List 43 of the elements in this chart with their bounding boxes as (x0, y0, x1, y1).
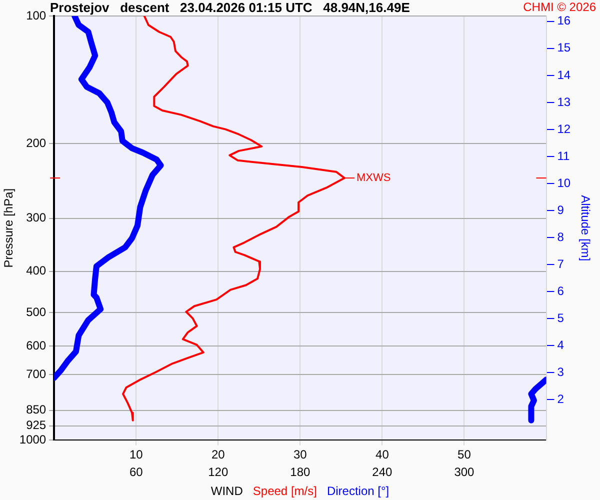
annotation: MXWS (356, 172, 391, 184)
y-tick-label: 600 (26, 338, 46, 352)
x2-tick-label: 60 (129, 465, 144, 480)
x2-tick-label: 180 (290, 465, 311, 480)
y2-axis-title: Altitude [km] (578, 195, 592, 262)
chart-title: Prostejov descent 23.04.2026 01:15 UTC 48.94N,16.49E (50, 0, 410, 15)
y-tick-label: 925 (26, 418, 46, 432)
y-tick-label: 700 (26, 366, 46, 381)
y-axis-title: Pressure [hPa] (2, 188, 16, 268)
y-tick-label: 500 (26, 304, 46, 319)
y2-tick-label: 14 (557, 68, 571, 82)
x-tick-label: 20 (211, 448, 226, 462)
x-tick-label: 40 (376, 448, 390, 462)
x2-tick-label: 240 (372, 465, 393, 480)
x-tick-label: 30 (293, 448, 308, 462)
y-tick-label: 850 (26, 402, 46, 417)
text: CHMI © 2026 (523, 0, 596, 14)
y2-tick-label: 7 (557, 256, 564, 271)
x-tick-label: 10 (129, 448, 144, 462)
y2-tick-label: 4 (557, 338, 564, 352)
y2-tick-label: 13 (557, 94, 571, 109)
y-tick-label: 300 (26, 210, 46, 225)
y2-tick-label: 16 (557, 14, 571, 28)
y-tick-label: 400 (26, 264, 46, 278)
y2-tick-label: 5 (557, 310, 564, 325)
x2-tick-label: 300 (454, 465, 475, 480)
text: Speed [m/s] (252, 484, 317, 498)
x-tick-label: 50 (458, 448, 472, 462)
y2-tick-label: 6 (557, 284, 564, 298)
y2-tick-label: 12 (557, 122, 571, 136)
y-tick-label: 1000 (19, 432, 46, 447)
x-axis-title: WIND (210, 484, 243, 498)
y2-tick-label: 11 (557, 148, 570, 163)
y2-tick-label: 10 (557, 176, 571, 190)
y2-tick-label: 2 (557, 392, 564, 406)
y2-tick-label: 8 (557, 230, 564, 244)
x2-tick-label: 120 (208, 465, 228, 480)
y-tick-label: 100 (26, 8, 46, 22)
y2-tick-label: 9 (557, 202, 564, 217)
y2-tick-label: 15 (557, 40, 571, 55)
y-tick-label: 200 (26, 136, 46, 150)
y2-tick-label: 3 (557, 364, 564, 379)
text: Direction [°] (326, 484, 390, 498)
